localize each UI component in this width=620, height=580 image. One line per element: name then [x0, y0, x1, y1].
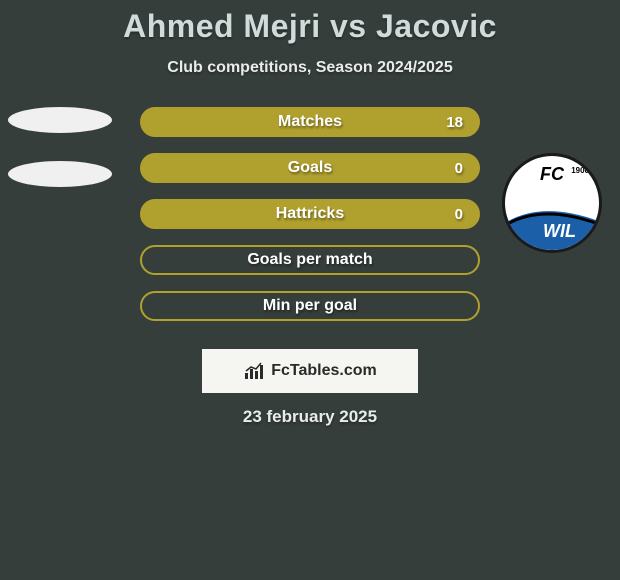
- stat-label: Matches: [278, 113, 342, 131]
- stat-row: Min per goal: [140, 291, 480, 321]
- stat-label: Goals per match: [247, 251, 372, 269]
- stat-row: Hattricks 0: [140, 199, 480, 229]
- badge-text-year: 1900: [571, 166, 589, 175]
- stat-value: 18: [446, 114, 463, 131]
- stat-row: Goals per match: [140, 245, 480, 275]
- footer-brand-badge: FcTables.com: [202, 349, 418, 393]
- stat-row: Goals 0: [140, 153, 480, 183]
- stat-label: Goals: [288, 159, 332, 177]
- stats-area: FC 1900 WIL Matches18Goals0Hattricks0Goa…: [0, 107, 620, 337]
- page-title: Ahmed Mejri vs Jacovic: [0, 8, 620, 45]
- stat-value: 0: [455, 160, 463, 177]
- stat-label: Hattricks: [276, 205, 344, 223]
- date-text: 23 february 2025: [0, 407, 620, 427]
- club-badge-left: [8, 107, 112, 133]
- stat-value: 0: [455, 206, 463, 223]
- footer-brand-text: FcTables.com: [271, 362, 377, 380]
- club-badge-right: FC 1900 WIL: [502, 153, 602, 253]
- club-badge-left: [8, 161, 112, 187]
- subtitle: Club competitions, Season 2024/2025: [0, 59, 620, 77]
- badge-swoosh-icon: WIL: [502, 195, 602, 250]
- badge-text-bottom: WIL: [543, 221, 576, 241]
- stat-rows: Matches 18 Goals 0 Hattricks 0 Goals per match…: [140, 107, 480, 337]
- stat-label: Min per goal: [263, 297, 357, 315]
- stat-row: Matches 18: [140, 107, 480, 137]
- chart-icon: [243, 361, 267, 381]
